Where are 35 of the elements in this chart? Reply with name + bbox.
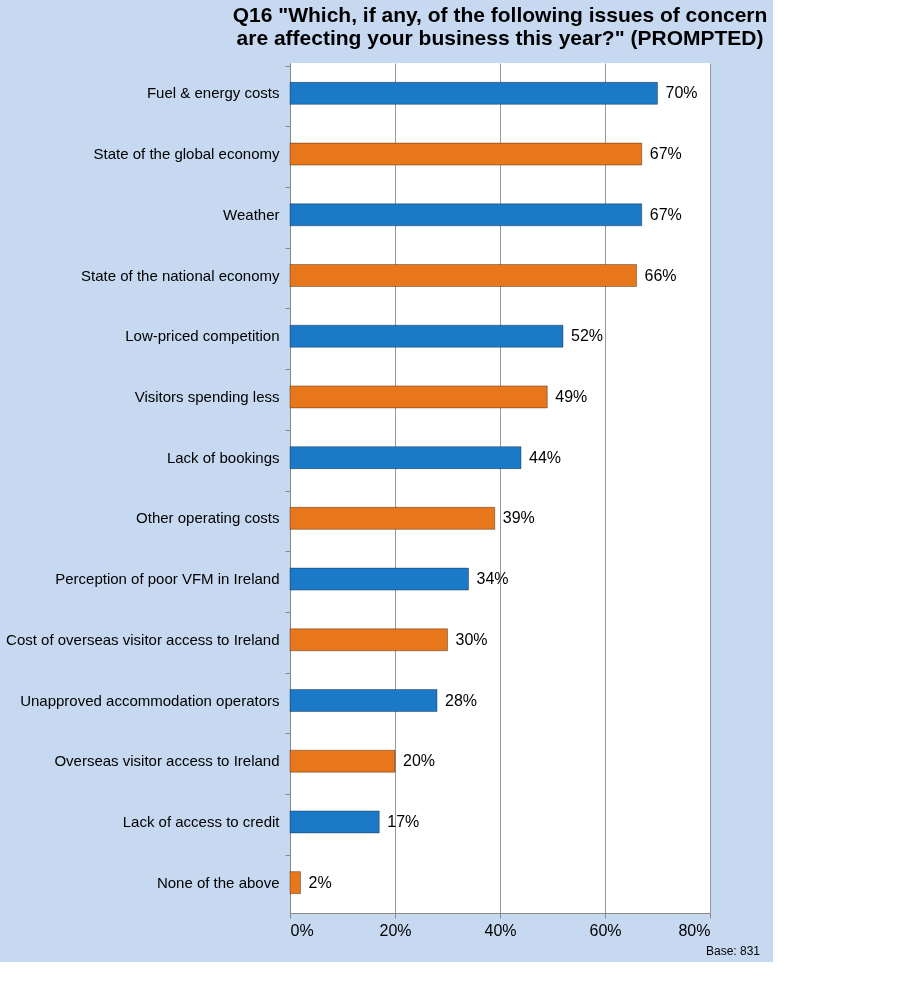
x-tick-label: 80% [678, 921, 711, 939]
x-tick-label: 60% [589, 921, 622, 939]
y-tick-label: None of the above [156, 873, 280, 891]
data-label: 39% [502, 509, 535, 527]
data-label: 2% [308, 873, 332, 891]
data-label: 28% [445, 691, 478, 709]
y-tick-label: Unapproved accommodation operators [20, 691, 280, 709]
x-tick-label: 20% [379, 921, 412, 939]
y-tick-label: Cost of overseas visitor access to Ireland [6, 630, 280, 648]
y-tick-label: Other operating costs [136, 509, 280, 527]
y-tick-label: Overseas visitor access to Ireland [54, 752, 280, 770]
y-tick-label: Perception of poor VFM in Ireland [55, 570, 280, 588]
y-tick-label: Lack of access to credit [122, 812, 281, 830]
y-tick-label: Visitors spending less [134, 387, 280, 405]
x-tick-label: 40% [484, 921, 517, 939]
y-tick-label: Lack of bookings [166, 448, 280, 466]
data-label: 49% [555, 387, 588, 405]
data-label: 44% [529, 448, 562, 466]
data-label: 20% [403, 752, 436, 770]
data-label: 30% [455, 630, 488, 648]
y-tick-label: Weather [223, 205, 280, 223]
data-label: 67% [649, 145, 682, 163]
data-label: 70% [665, 84, 698, 102]
y-tick-label: State of the global economy [93, 145, 280, 163]
text: Base: 831 [706, 944, 761, 958]
data-label: 17% [387, 812, 420, 830]
y-tick-label: Low-priced competition [125, 327, 280, 345]
data-label: 66% [644, 266, 677, 284]
data-label: 52% [571, 327, 604, 345]
y-tick-label: State of the national economy [81, 266, 280, 284]
data-label: 34% [476, 570, 509, 588]
data-label: 67% [649, 205, 682, 223]
chart-title: Q16 "Which, if any, of the following issues of concern are affecting your business this year?" (PROMPTED) [232, 3, 768, 49]
y-tick-label: Fuel & energy costs [146, 84, 280, 102]
x-tick-label: 0% [290, 921, 314, 939]
